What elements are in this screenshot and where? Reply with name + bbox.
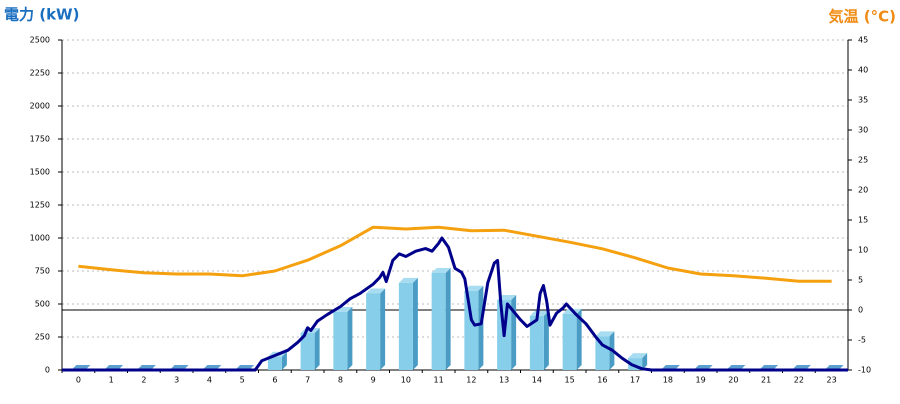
bar (333, 311, 348, 370)
x-tick-label: 19 (696, 376, 706, 385)
y2-tick-label: 30 (858, 126, 868, 135)
bar (398, 282, 413, 370)
y2-tick-label: 20 (858, 186, 868, 195)
x-tick-label: 22 (794, 376, 804, 385)
x-tick-label: 0 (76, 376, 81, 385)
bar-side (347, 306, 353, 370)
x-tick-label: 3 (174, 376, 179, 385)
x-tick-label: 14 (532, 376, 542, 385)
bar (431, 272, 446, 370)
bar-side (314, 328, 320, 370)
bar-side (642, 353, 648, 370)
bar (366, 293, 381, 370)
y2-tick-label: 15 (858, 216, 868, 225)
bar-side (576, 308, 582, 370)
x-tick-label: 21 (761, 376, 771, 385)
y2-tick-label: 0 (858, 306, 863, 315)
x-tick-label: 18 (663, 376, 673, 385)
bar (595, 336, 610, 370)
line (78, 225, 832, 283)
x-tick-label: 15 (565, 376, 575, 385)
bar (464, 290, 479, 370)
x-tick-label: 12 (466, 376, 476, 385)
x-tick-label: 20 (728, 376, 738, 385)
bar-side (380, 288, 386, 370)
x-tick-label: 8 (338, 376, 343, 385)
bar-top (464, 285, 484, 291)
bar (529, 315, 544, 370)
y-tick-label: 1500 (30, 168, 50, 177)
bar (628, 358, 643, 370)
bar-side (543, 310, 549, 370)
bar-top (398, 277, 418, 283)
y2-tick-label: 45 (858, 36, 868, 45)
x-tick-label: 2 (141, 376, 146, 385)
bar-side (511, 295, 517, 370)
y-tick-label: 0 (45, 366, 50, 375)
y-tick-label: 1250 (30, 201, 50, 210)
y2-axis-title: 気温 (°C) (829, 8, 896, 26)
bar-top (628, 353, 648, 359)
line (62, 236, 848, 372)
bar (267, 356, 282, 370)
bar-top (595, 331, 615, 337)
y2-tick-label: -10 (858, 366, 871, 375)
bar-side (281, 351, 287, 370)
y-tick-label: 1750 (30, 135, 50, 144)
y-tick-label: 2500 (30, 36, 50, 45)
x-tick-label: 11 (434, 376, 444, 385)
x-tick-label: 23 (827, 376, 837, 385)
y2-tick-label: -5 (858, 336, 866, 345)
y-tick-label: 2250 (30, 69, 50, 78)
bar-side (412, 277, 418, 370)
y-tick-label: 500 (35, 300, 50, 309)
bar (562, 313, 577, 370)
x-tick-label: 9 (371, 376, 376, 385)
x-tick-label: 17 (630, 376, 640, 385)
x-tick-label: 4 (207, 376, 212, 385)
x-tick-label: 7 (305, 376, 310, 385)
y-tick-label: 2000 (30, 102, 50, 111)
y2-tick-label: 25 (858, 156, 868, 165)
bar-top (431, 267, 451, 273)
y2-tick-label: 10 (858, 246, 868, 255)
y-tick-label: 750 (35, 267, 50, 276)
bar-side (478, 285, 484, 370)
x-tick-label: 13 (499, 376, 509, 385)
bar (300, 333, 315, 370)
bar-top (366, 288, 386, 294)
y-axis-title: 電力 (kW) (4, 6, 79, 24)
y2-tick-label: 5 (858, 276, 863, 285)
x-tick-label: 16 (597, 376, 607, 385)
y2-tick-label: 40 (858, 66, 868, 75)
x-tick-label: 1 (109, 376, 114, 385)
y-tick-label: 250 (35, 333, 50, 342)
x-tick-label: 5 (240, 376, 245, 385)
y-tick-label: 1000 (30, 234, 50, 243)
y2-tick-label: 35 (858, 96, 868, 105)
x-tick-label: 10 (401, 376, 411, 385)
x-tick-label: 6 (272, 376, 277, 385)
bar-top (529, 310, 549, 316)
bar-side (445, 267, 451, 370)
